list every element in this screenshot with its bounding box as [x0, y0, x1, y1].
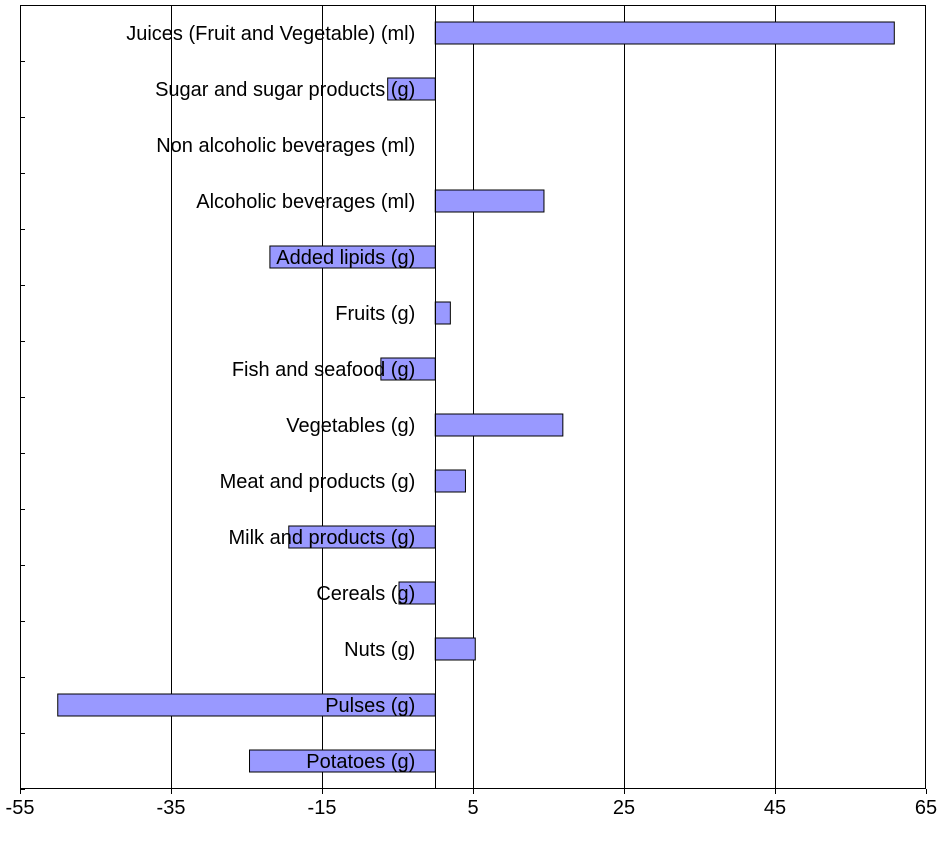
axes [20, 5, 927, 794]
x-tick-label: 25 [613, 797, 635, 819]
x-tick-label: -55 [6, 797, 35, 819]
category-label: Pulses (g) [325, 695, 415, 717]
category-label: Milk and products (g) [229, 527, 416, 549]
category-label: Potatoes (g) [306, 751, 415, 773]
category-label: Juices (Fruit and Vegetable) (ml) [126, 23, 415, 45]
bar [434, 301, 451, 325]
x-tick-label: 45 [764, 797, 786, 819]
x-tick-label: -35 [157, 797, 186, 819]
bar [434, 637, 476, 661]
bar [434, 413, 564, 437]
bars [57, 21, 895, 773]
x-tick-label: 5 [467, 797, 478, 819]
category-label: Meat and products (g) [220, 471, 416, 493]
category-label: Fish and seafood (g) [232, 359, 415, 381]
bar [434, 21, 895, 45]
category-label: Vegetables (g) [286, 415, 415, 437]
category-label: Non alcoholic beverages (ml) [156, 135, 415, 157]
x-tick-label: 65 [915, 797, 937, 819]
bar [434, 189, 545, 213]
category-labels: Juices (Fruit and Vegetable) (ml) Sugar a… [126, 23, 415, 773]
gridlines [171, 5, 776, 789]
category-label: Added lipids (g) [276, 247, 415, 269]
category-label: Cereals (g) [316, 583, 415, 605]
bar [434, 469, 466, 493]
category-label: Sugar and sugar products (g) [155, 79, 415, 101]
x-tick-labels: -55 -35 -15 5 25 45 65 [6, 797, 938, 819]
x-tick-label: -15 [308, 797, 337, 819]
category-label: Alcoholic beverages (ml) [196, 191, 415, 213]
category-label: Nuts (g) [344, 639, 415, 661]
category-label: Fruits (g) [335, 303, 415, 325]
